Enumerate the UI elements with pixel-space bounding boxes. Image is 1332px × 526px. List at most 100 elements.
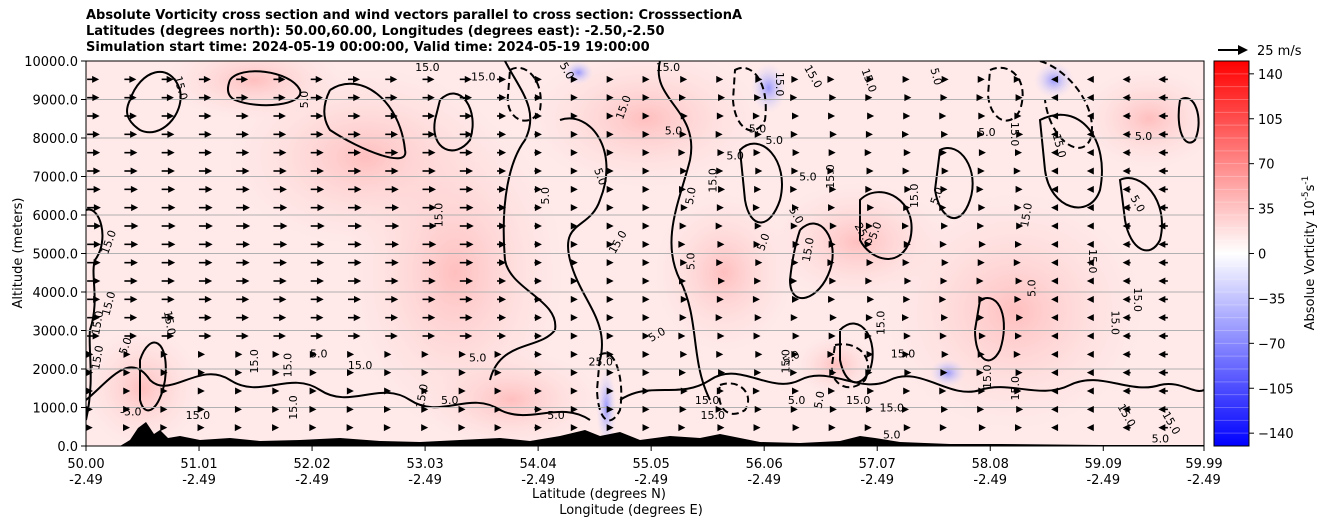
wind-vector-head [1086,222,1094,230]
wind-vector-head [755,350,763,358]
wind-vector-head [829,130,837,138]
wind-vector-head [941,405,949,413]
wind-vector-head [130,185,138,193]
wind-vector-head [570,185,578,193]
wind-vector-head [316,277,324,285]
wind-vector-head [204,149,212,157]
wind-vector-head [1086,314,1094,322]
wind-vector-head [1014,240,1022,248]
wind-vector-head [534,222,542,230]
wind-vector-head [346,387,354,395]
wind-vector-head [716,350,724,358]
wind-vector-head [790,369,798,377]
wind-vector-head [606,277,614,285]
wind-vector-head [166,94,174,102]
wind-vector-head [465,332,473,340]
wind-vector-head [679,405,687,413]
x-tick-label-lon: -2.49 [973,473,1007,488]
wind-vector-head [606,222,614,230]
x-tick-label-lat: 51.01 [180,457,217,472]
wind-vector-head [123,350,131,358]
wind-vector-head [1122,332,1130,340]
wind-vector-head [534,424,542,432]
wind-vector-head [570,112,578,120]
wind-vector-head [235,369,243,377]
wind-vector-head [316,149,324,157]
wind-vector-head [903,149,911,157]
wind-vector-head [977,350,985,358]
wind-vector-head [390,332,398,340]
wind-vector-head [642,405,650,413]
wind-vector-head [353,94,361,102]
wind-vector-head [939,204,947,212]
wind-vector-head [977,130,985,138]
x-tick-label-lat: 54.04 [520,457,557,472]
wind-vector-head [1086,112,1094,120]
wind-vector-head [534,295,542,303]
wind-vector-head [205,185,213,193]
wind-vector-head [606,149,614,157]
wind-vector-head [1016,405,1024,413]
wind-vector-head [903,240,911,248]
contour-label: 5.0 [1152,432,1170,445]
wind-vector-head [606,240,614,248]
wind-vector-head [499,112,507,120]
wind-vector-head [792,149,800,157]
wind-vector-head [606,204,614,212]
wind-vector-head [384,405,392,413]
wind-vector-head [93,240,101,248]
wind-vector-head [204,112,212,120]
contour-label: 5.0 [539,187,552,205]
wind-vector-head [901,130,909,138]
wind-vector-head [715,130,723,138]
wind-vector-head [499,185,507,193]
wind-vector-head [241,332,249,340]
wind-vector-head [534,130,542,138]
wind-vector-head [279,259,287,267]
wind-vector-head [391,185,399,193]
wind-vector-head [941,259,949,267]
wind-vector-head [1158,204,1166,212]
colorbar-tick-label: −70 [1258,337,1285,352]
wind-vector-head [790,405,798,413]
wind-vector-head [1013,350,1021,358]
wind-vector-head [1158,405,1166,413]
contour-line-negative [506,66,542,122]
wind-vector-head [752,112,760,120]
wind-vector-head [160,350,168,358]
wind-vector-head [160,369,168,377]
wind-vector-head [317,240,325,248]
wind-vector-head [94,222,102,230]
wind-vector-head [160,405,168,413]
contour-label: 15.0 [1086,249,1099,274]
wind-vector-head [939,240,947,248]
wind-vector-head [716,387,724,395]
wind-vector-head [977,405,985,413]
wind-vector-head [168,259,176,267]
x-axis-label-2: Longitude (degrees E) [559,503,703,518]
contour-label: 5.0 [754,232,772,253]
wind-vector-head [1158,277,1166,285]
wind-vector-head [1122,369,1130,377]
wind-vector-head [494,387,502,395]
wind-vector-head [458,369,466,377]
wind-vector-head [642,222,650,230]
wind-vector-head [1158,295,1166,303]
wind-vector-head [204,130,212,138]
contour-label: 5.0 [788,394,806,407]
wind-vector-head [429,222,437,230]
wind-vector-head [1086,240,1094,248]
wind-vector-head [903,387,911,395]
y-tick-label: 5000.0 [33,248,79,263]
wind-vector-head [754,314,762,322]
wind-vector-head [1122,112,1130,120]
colorbar-label: Absolue Vorticity 10-5s-1 [1301,176,1318,331]
wind-vector-head [1158,149,1166,157]
wind-vector-head [606,130,614,138]
wind-vector-head [353,332,361,340]
colorbar-tick-label: 105 [1258,113,1283,128]
wind-vector-head [427,94,435,102]
wind-vector-head [316,295,324,303]
wind-vector-head [316,314,324,322]
contour-label: 25.0 [589,355,614,368]
